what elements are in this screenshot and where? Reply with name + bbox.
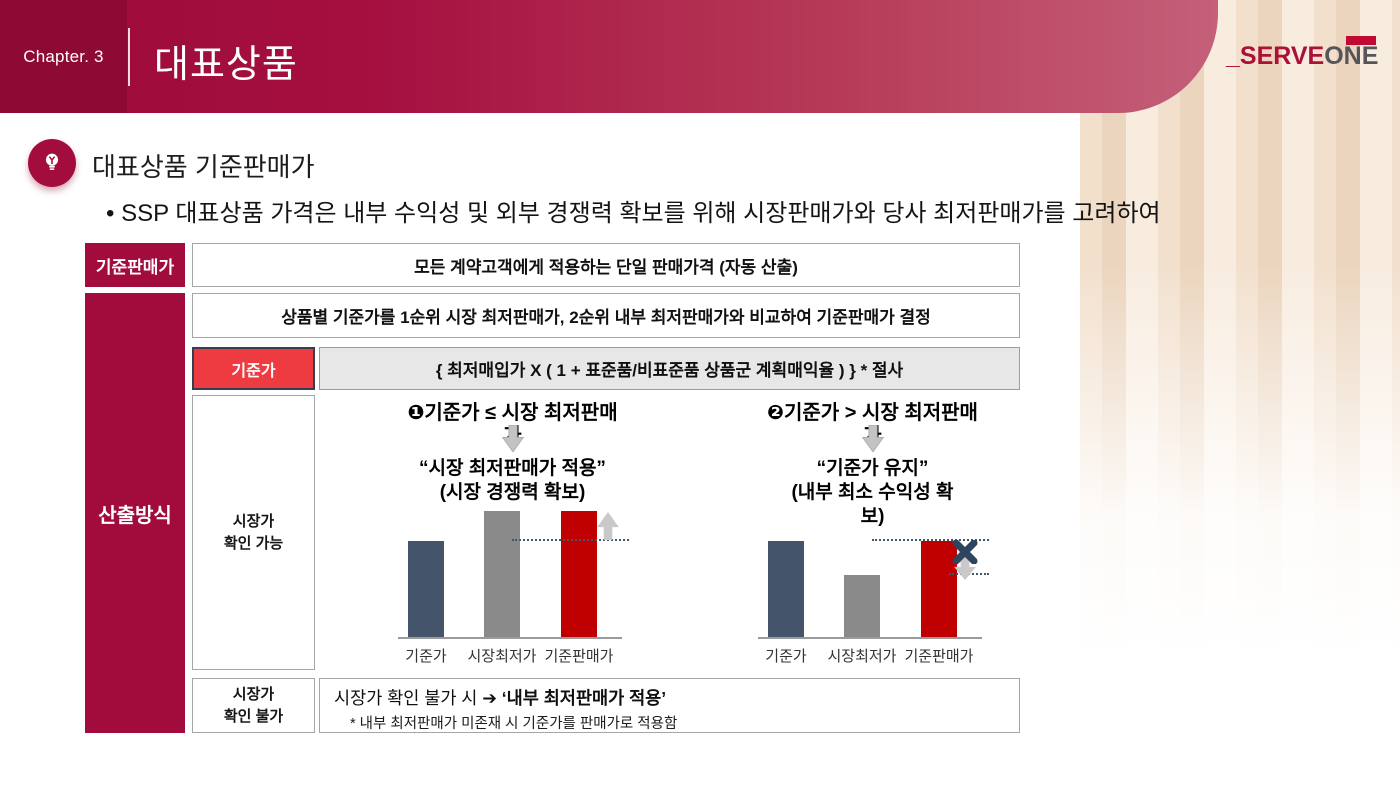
bar-market-low [484, 511, 520, 637]
chart2-result: “기준가 유지” (내부 최소 수익성 확 보) [791, 458, 954, 527]
fallback-rule-cell: 시장가 확인 불가 시 ➔ ‘내부 최저판매가 적용’ * 내부 최저판매가 미… [319, 678, 1020, 733]
chapter-box: Chapter. 3 [0, 0, 127, 113]
chart2-axis [758, 637, 982, 639]
base-price-formula: { 최저매입가 X ( 1 + 표준품/비표준품 상품군 계획매익율 ) } *… [319, 347, 1020, 390]
arrow-right-icon: ➔ [482, 688, 497, 708]
down-arrow-icon [501, 425, 524, 452]
fallback-note: * 내부 최저판매가 미존재 시 기준가를 판매가로 적용함 [350, 716, 678, 732]
x-label: 기준가 [405, 648, 447, 665]
bar-base-price [408, 541, 444, 637]
cross-icon [952, 540, 978, 564]
bar-market-low [844, 575, 880, 637]
calc-rule-text: 상품별 기준가를 1순위 시장 최저판매가, 2순위 내부 최저판매가와 비교하… [192, 293, 1020, 338]
logo-dash [1346, 36, 1376, 45]
row-label-base-price: 기준판매가 [85, 243, 185, 287]
header-divider [128, 28, 130, 86]
market-price-available-cell: 시장가 확인 가능 [192, 395, 315, 670]
logo-serve: _SERVE [1226, 42, 1325, 70]
chart1-badge: ❶ [407, 402, 425, 424]
row-label-calc-method: 산출방식 [85, 293, 185, 733]
fallback-prefix: 시장가 확인 불가 시 [334, 688, 483, 708]
market-price-unavailable-cell: 시장가 확인 불가 [192, 678, 315, 733]
base-price-tag: 기준가 [192, 347, 315, 390]
bar-final-price [561, 511, 597, 637]
bar-final-price [921, 541, 957, 637]
chart2-badge: ❷ [767, 402, 784, 424]
section-heading: 대표상품 기준판매가 [92, 152, 315, 182]
section-bullet: • SSP 대표상품 가격은 내부 수익성 및 외부 경쟁력 확보를 위해 시장… [106, 200, 1161, 227]
page-title: 대표상품 [154, 44, 298, 86]
chart-market-higher: ❷기준가 > 시장 최저판매 가 “기준가 유지” (내부 최소 수익성 확 보… [690, 402, 1055, 672]
market-no-line2: 확인 불가 [223, 707, 284, 725]
x-label: 기준판매가 [544, 648, 614, 665]
chart2-condition: ❷기준가 > 시장 최저판매 가 [690, 402, 1055, 452]
market-no-line1: 시장가 [232, 685, 275, 703]
serveone-logo: _SERVEONE [1226, 36, 1379, 76]
lightbulb-icon [28, 139, 76, 187]
market-ok-line1: 시장가 [232, 512, 275, 530]
bar-base-price [768, 541, 804, 637]
x-label: 시장최저가 [467, 648, 537, 665]
down-arrow-icon [954, 556, 976, 580]
x-label: 시장최저가 [827, 648, 897, 665]
chart-market-lower: ❶기준가 ≤ 시장 최저판매 가 “시장 최저판매가 적용” (시장 경쟁력 확… [330, 402, 695, 672]
chapter-label: Chapter. 3 [23, 46, 104, 66]
chart1-condition: ❶기준가 ≤ 시장 최저판매 가 [330, 402, 695, 452]
dotted-guide [512, 539, 629, 541]
x-label: 기준판매가 [904, 648, 974, 665]
market-ok-line2: 확인 가능 [223, 534, 284, 552]
row-value-base-price: 모든 계약고객에게 적용하는 단일 판매가격 (자동 산출) [192, 243, 1020, 287]
chart1-axis [398, 637, 622, 639]
header-banner: Chapter. 3 대표상품 [0, 0, 1218, 113]
dotted-guide [872, 539, 989, 541]
x-label: 기준가 [765, 648, 807, 665]
logo-one: ONE [1324, 42, 1379, 70]
chart1-result: “시장 최저판매가 적용” (시장 경쟁력 확보) [419, 458, 606, 503]
up-arrow-icon [597, 512, 619, 540]
down-arrow-icon [861, 425, 884, 452]
fallback-emphasis: ‘내부 최저판매가 적용’ [496, 688, 667, 708]
